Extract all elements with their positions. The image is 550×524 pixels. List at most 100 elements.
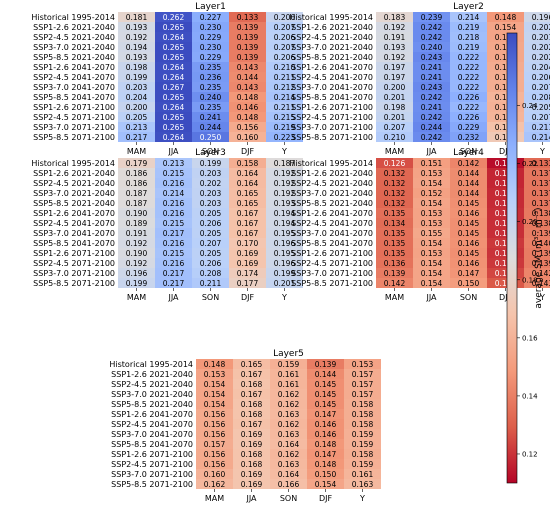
column-label: JJA	[425, 293, 437, 302]
row-label: SSP2-4.5 2021-2040	[33, 179, 115, 188]
row-label: SSP2-4.5 2021-2040	[33, 33, 115, 42]
cell-value-label: 0.191	[126, 229, 148, 238]
cell-value-label: 0.157	[352, 370, 374, 379]
row-label: SSP2-4.5 2071-2100	[291, 259, 373, 268]
heatmap-cell	[524, 102, 550, 112]
heatmap-cell	[233, 429, 270, 439]
cell-value-label: 0.190	[126, 209, 148, 218]
row-label: SSP3-7.0 2041-2070	[33, 229, 115, 238]
cell-value-label: 0.204	[532, 63, 550, 72]
heatmap-cell	[344, 439, 381, 449]
cell-value-label: 0.144	[315, 370, 337, 379]
cell-value-label: 0.222	[458, 103, 480, 112]
cell-value-label: 0.243	[421, 53, 443, 62]
heatmap-cell	[524, 32, 550, 42]
cell-value-label: 0.161	[495, 93, 517, 102]
heatmap-cell	[450, 208, 487, 218]
cell-value-label: 0.240	[200, 93, 222, 102]
cell-value-label: 0.159	[352, 430, 374, 439]
heatmap-cell	[118, 72, 155, 82]
cell-value-label: 0.132	[384, 169, 406, 178]
heatmap-cell	[413, 258, 450, 268]
row-label: SSP3-7.0 2071-2100	[111, 470, 193, 479]
heatmap-cell	[307, 469, 344, 479]
cell-value-label: 0.168	[241, 410, 263, 419]
heatmap-cell	[192, 228, 229, 238]
cell-value-label: 0.203	[200, 199, 222, 208]
heatmap-cell	[413, 52, 450, 62]
row-label: SSP1-2.6 2041-2070	[33, 63, 115, 72]
cell-value-label: 0.164	[237, 169, 259, 178]
heatmap-cell	[524, 268, 550, 278]
cell-value-label: 0.148	[237, 113, 259, 122]
cell-value-label: 0.216	[163, 239, 185, 248]
heatmap-cell	[192, 52, 229, 62]
cell-value-label: 0.168	[241, 460, 263, 469]
heatmap-cell	[270, 419, 307, 429]
heatmap-cell	[118, 228, 155, 238]
heatmap-cell	[307, 439, 344, 449]
heatmap-cell	[487, 158, 524, 168]
heatmap-cell	[487, 278, 524, 288]
heatmap-cell	[270, 459, 307, 469]
cell-value-label: 0.132	[384, 179, 406, 188]
cell-value-label: 0.167	[241, 370, 263, 379]
heatmap-cell	[229, 268, 266, 278]
cell-value-label: 0.166	[278, 480, 300, 489]
cell-value-label: 0.250	[200, 133, 222, 142]
cell-value-label: 0.222	[458, 53, 480, 62]
heatmap-cell	[524, 198, 550, 208]
heatmap-cell	[266, 198, 303, 208]
heatmap-cell	[155, 268, 192, 278]
heatmap-cell	[229, 62, 266, 72]
cell-value-label: 0.219	[458, 23, 480, 32]
row-label: SSP3-7.0 2021-2040	[33, 43, 115, 52]
heatmap-cell	[192, 112, 229, 122]
colorbar-tick-label: 0.20	[522, 218, 538, 226]
heatmap-cell	[524, 62, 550, 72]
cell-value-label: 0.139	[237, 53, 259, 62]
heatmap-cell	[413, 188, 450, 198]
heatmap-cell	[413, 278, 450, 288]
heatmap-cell	[307, 419, 344, 429]
heatmap-cell	[155, 82, 192, 92]
cell-value-label: 0.167	[237, 229, 259, 238]
cell-value-label: 0.144	[458, 179, 480, 188]
heatmap-cell	[450, 112, 487, 122]
heatmap-cell	[118, 122, 155, 132]
cell-value-label: 0.205	[200, 209, 222, 218]
heatmap-cell	[450, 198, 487, 208]
cell-value-label: 0.155	[495, 43, 517, 52]
cell-value-label: 0.140	[532, 239, 550, 248]
row-label: SSP5-8.5 2041-2070	[33, 239, 115, 248]
heatmap-cell	[155, 188, 192, 198]
cell-value-label: 0.227	[200, 13, 222, 22]
cell-value-label: 0.154	[421, 179, 443, 188]
heatmap-cell	[155, 248, 192, 258]
row-label: SSP1-2.6 2071-2100	[111, 450, 193, 459]
heatmap-cell	[307, 479, 344, 489]
cell-value-label: 0.158	[495, 73, 517, 82]
cell-value-label: 0.139	[384, 269, 406, 278]
cell-value-label: 0.196	[274, 239, 296, 248]
cell-value-label: 0.181	[126, 13, 148, 22]
cell-value-label: 0.154	[315, 480, 337, 489]
heatmap-cell	[413, 158, 450, 168]
cell-value-label: 0.214	[458, 13, 480, 22]
heatmap-cell	[487, 268, 524, 278]
cell-value-label: 0.192	[274, 169, 296, 178]
heatmap-cell	[487, 218, 524, 228]
heatmap-cell	[155, 198, 192, 208]
heatmap-cell	[192, 168, 229, 178]
column-label: SON	[202, 147, 219, 156]
heatmap-cell	[118, 178, 155, 188]
heatmap-cell	[344, 399, 381, 409]
cell-value-label: 0.202	[532, 43, 550, 52]
heatmap-cell	[155, 158, 192, 168]
column-label: Y	[281, 293, 287, 302]
cell-value-label: 0.205	[532, 103, 550, 112]
row-label: Historical 1995-2014	[31, 159, 115, 168]
cell-value-label: 0.239	[421, 13, 443, 22]
cell-value-label: 0.194	[274, 219, 296, 228]
